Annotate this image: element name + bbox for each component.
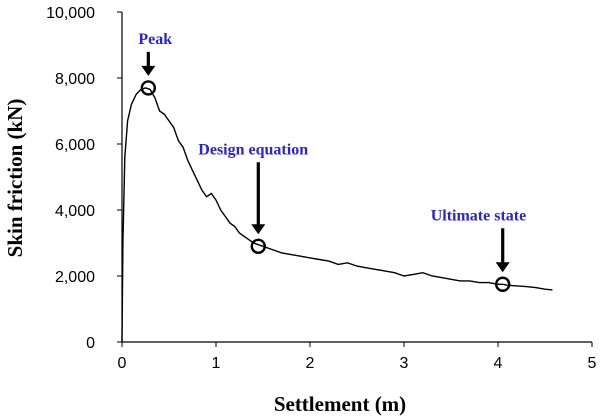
x-tick-label: 5	[588, 355, 597, 372]
x-tick-label: 0	[118, 355, 127, 372]
marker-arrowhead	[251, 224, 266, 235]
marker-label: Peak	[138, 31, 172, 48]
x-tick-label: 4	[494, 355, 503, 372]
marker-label: Design equation	[198, 141, 308, 158]
y-tick-label: 8,000	[55, 71, 95, 88]
x-tick-label: 1	[212, 355, 221, 372]
series-line	[121, 87, 553, 343]
marker-circle	[250, 238, 266, 255]
y-tick-label: 4,000	[55, 203, 95, 220]
y-tick-label: 10,000	[46, 5, 95, 22]
markers: Peak Design equation Ultimate state	[138, 31, 527, 292]
marker-circle	[495, 276, 511, 292]
x-tick-label: 3	[400, 355, 409, 372]
marker-arrowhead	[495, 262, 510, 273]
marker-label: Ultimate state	[431, 207, 527, 224]
x-tick-label: 2	[306, 355, 315, 372]
x-axis-title: Settlement (m)	[274, 392, 406, 416]
axes: 0 1 2 3 4 5 0 2,000 4,000 6,000 8,000 10,000	[46, 5, 596, 372]
y-axis-title: Skin friction (kN)	[3, 99, 27, 258]
marker-arrowhead	[141, 65, 156, 76]
y-tick-label: 6,000	[55, 137, 95, 154]
y-tick-label: 0	[86, 335, 95, 352]
marker-circle	[140, 80, 157, 96]
y-tick-label: 2,000	[55, 269, 95, 286]
